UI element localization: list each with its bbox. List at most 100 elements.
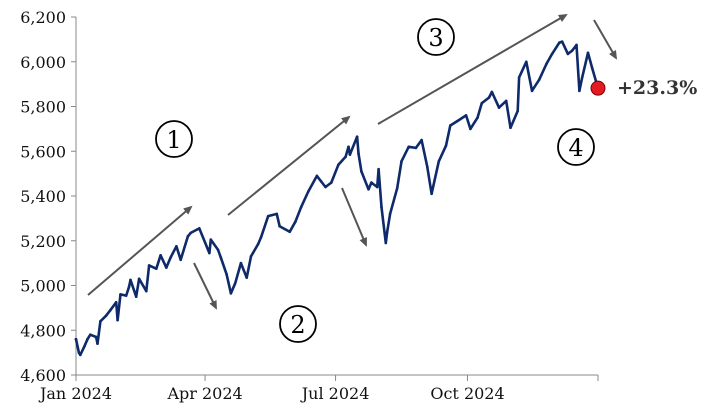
data-point	[347, 145, 350, 149]
data-point	[388, 212, 392, 216]
data-point	[144, 289, 148, 293]
data-point	[420, 138, 423, 142]
data-point	[114, 300, 118, 304]
phase-4-down-arrow	[593, 19, 618, 60]
data-point	[395, 186, 399, 190]
data-point	[537, 78, 541, 81]
phase-callout-2: 2	[279, 305, 317, 343]
data-point	[77, 351, 81, 354]
data-point	[99, 320, 102, 323]
data-point	[524, 60, 528, 64]
data-point	[355, 135, 359, 139]
data-point	[516, 109, 519, 113]
data-point	[307, 190, 310, 193]
phase-3-up-arrow	[377, 13, 568, 125]
y-tick-label: 5,600	[20, 142, 66, 161]
data-point	[159, 253, 162, 257]
data-point	[545, 62, 548, 66]
data-point	[578, 89, 581, 93]
data-point	[357, 152, 360, 155]
y-tick-label: 4,800	[20, 321, 66, 340]
data-point	[96, 342, 99, 345]
data-point	[497, 106, 501, 109]
data-point	[233, 281, 237, 285]
data-point	[490, 90, 494, 94]
data-point	[147, 264, 151, 267]
data-point	[385, 230, 389, 234]
data-point	[219, 256, 223, 259]
series-points	[74, 40, 600, 357]
end-change-label: +23.3%	[617, 77, 697, 99]
data-point	[324, 185, 327, 189]
y-axis-ticks: 4,600 4,800 5,000 5,200 5,400 5,600 5,800 6,000…	[20, 8, 76, 385]
data-point	[530, 89, 534, 93]
data-point	[575, 43, 578, 47]
data-point	[329, 181, 333, 184]
data-point	[208, 251, 211, 255]
data-point	[225, 273, 228, 276]
y-tick-label: 4,600	[20, 366, 66, 385]
data-point	[380, 205, 383, 209]
data-point	[344, 155, 347, 159]
data-point	[86, 337, 89, 341]
data-point	[414, 146, 418, 150]
data-point	[165, 266, 168, 269]
data-point	[580, 76, 584, 79]
series-line	[74, 40, 600, 357]
data-point	[245, 276, 248, 279]
svg-text:3: 3	[428, 24, 443, 52]
data-point	[104, 314, 108, 318]
data-point	[94, 335, 98, 339]
x-axis-ticks: Jan 2024 Apr 2024 Jul 2024 Oct 2024	[38, 375, 599, 403]
data-point	[375, 185, 379, 189]
data-point	[278, 224, 281, 228]
data-point	[175, 245, 178, 248]
data-point	[370, 181, 373, 184]
data-point	[348, 153, 352, 156]
x-tick-label: Jan 2024	[38, 384, 112, 403]
data-point	[229, 292, 233, 295]
data-point	[89, 333, 92, 337]
svg-text:2: 2	[290, 311, 305, 339]
y-tick-label: 5,800	[20, 98, 66, 117]
data-point	[550, 52, 554, 56]
data-point	[288, 230, 291, 234]
data-point	[464, 114, 468, 117]
end-marker	[590, 80, 606, 96]
svg-text:4: 4	[568, 134, 583, 162]
data-point	[509, 126, 512, 130]
data-point	[155, 267, 158, 271]
phase-callout-1: 1	[155, 120, 193, 158]
data-point	[400, 160, 403, 163]
data-point	[134, 295, 138, 298]
data-point	[319, 180, 323, 183]
y-tick-label: 5,400	[20, 187, 66, 206]
data-point	[570, 49, 574, 52]
trend-arrows	[87, 13, 618, 310]
data-point	[124, 294, 128, 297]
data-point	[517, 76, 521, 79]
data-point	[437, 160, 441, 163]
data-point	[83, 344, 86, 348]
y-tick-label: 6,000	[20, 53, 66, 72]
data-point	[430, 192, 433, 196]
data-point	[275, 212, 279, 216]
data-point	[360, 170, 363, 173]
data-point	[384, 241, 388, 245]
data-point	[239, 261, 243, 265]
data-point	[557, 41, 561, 45]
phase-2-up-arrow	[227, 115, 351, 216]
data-point	[315, 174, 319, 178]
data-point	[299, 205, 303, 209]
phase-1-up-arrow	[87, 205, 193, 296]
data-point	[448, 124, 452, 127]
data-point	[169, 256, 172, 259]
phase-callout-4: 4	[557, 128, 595, 166]
data-point	[367, 187, 370, 191]
data-point	[249, 255, 253, 258]
data-point	[590, 67, 594, 70]
data-point	[476, 116, 479, 119]
data-point	[109, 308, 112, 312]
data-point	[79, 353, 82, 357]
phase-callout-3: 3	[417, 18, 455, 56]
